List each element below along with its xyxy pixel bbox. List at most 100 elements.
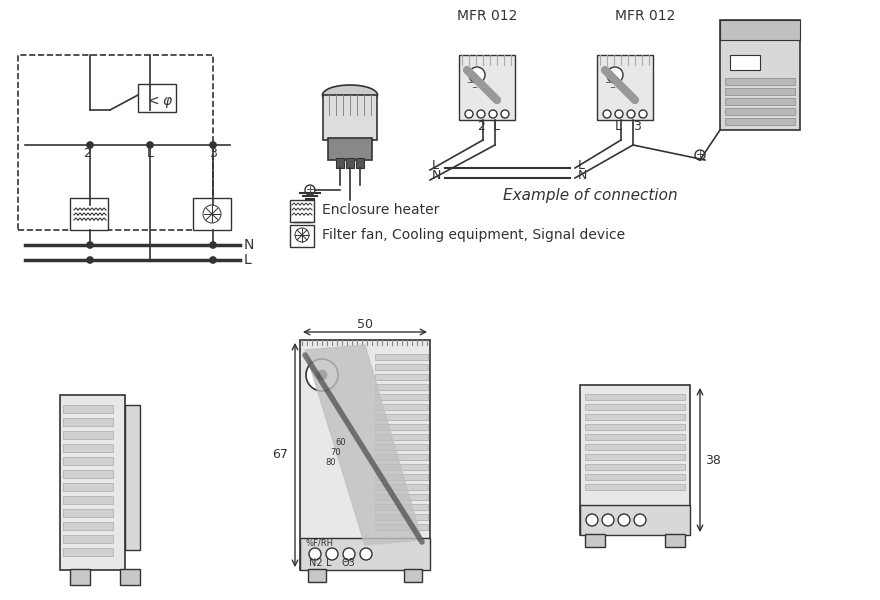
Text: MFR 012: MFR 012 xyxy=(457,9,517,23)
Bar xyxy=(356,158,364,168)
Text: Filter fan, Cooling equipment, Signal device: Filter fan, Cooling equipment, Signal de… xyxy=(322,228,625,242)
Bar xyxy=(375,504,428,510)
Bar xyxy=(375,474,428,480)
Circle shape xyxy=(477,110,485,118)
Text: 3: 3 xyxy=(209,147,217,160)
Bar xyxy=(375,414,428,420)
Text: 38: 38 xyxy=(705,454,721,467)
Text: L: L xyxy=(146,147,153,160)
Bar xyxy=(375,424,428,430)
Bar xyxy=(375,404,428,410)
Circle shape xyxy=(210,257,216,263)
Text: 67: 67 xyxy=(272,449,288,461)
Bar xyxy=(308,569,326,582)
Circle shape xyxy=(210,142,216,148)
Text: %F/RH: %F/RH xyxy=(305,538,333,547)
Text: L: L xyxy=(244,253,252,267)
Text: L: L xyxy=(326,558,332,568)
Text: Example of connection: Example of connection xyxy=(502,188,678,203)
Bar xyxy=(193,198,231,230)
Bar xyxy=(720,20,800,40)
Circle shape xyxy=(87,257,93,263)
Circle shape xyxy=(465,110,473,118)
Circle shape xyxy=(360,548,372,560)
Bar xyxy=(580,385,690,535)
Text: ─: ─ xyxy=(610,85,614,91)
Bar xyxy=(725,118,795,125)
Text: 2: 2 xyxy=(83,147,91,160)
Bar xyxy=(585,534,605,547)
Bar xyxy=(346,158,354,168)
Circle shape xyxy=(343,548,355,560)
Bar xyxy=(300,538,430,570)
Text: 80: 80 xyxy=(325,458,335,467)
Bar xyxy=(63,496,113,504)
Bar xyxy=(63,405,113,413)
Circle shape xyxy=(586,514,598,526)
Circle shape xyxy=(607,67,623,83)
Bar xyxy=(63,535,113,543)
Circle shape xyxy=(695,150,705,160)
Circle shape xyxy=(618,514,630,526)
Bar xyxy=(138,84,176,112)
Bar xyxy=(60,395,125,570)
Circle shape xyxy=(603,110,611,118)
Text: ─: ─ xyxy=(605,80,609,86)
Circle shape xyxy=(615,110,623,118)
Bar xyxy=(290,225,314,247)
Bar xyxy=(585,474,685,480)
Text: L: L xyxy=(493,120,500,133)
Bar xyxy=(725,78,795,85)
Text: +: + xyxy=(695,150,705,160)
Text: ─: ─ xyxy=(467,80,472,86)
Bar xyxy=(725,98,795,105)
Bar xyxy=(585,394,685,400)
Text: 70: 70 xyxy=(330,448,341,457)
Circle shape xyxy=(147,142,153,148)
Bar xyxy=(720,20,800,130)
Bar xyxy=(585,444,685,450)
Bar xyxy=(375,464,428,470)
Bar xyxy=(375,434,428,440)
Bar xyxy=(63,444,113,452)
Circle shape xyxy=(634,514,646,526)
Text: Enclosure heater: Enclosure heater xyxy=(322,203,439,217)
Bar xyxy=(63,431,113,439)
Bar xyxy=(580,505,690,535)
Text: N: N xyxy=(244,238,254,252)
Text: +: + xyxy=(305,185,315,195)
Bar xyxy=(70,198,108,230)
Bar xyxy=(63,470,113,478)
Bar xyxy=(459,55,515,120)
Text: Θ3: Θ3 xyxy=(342,558,356,568)
Bar xyxy=(585,484,685,490)
Text: L: L xyxy=(615,120,622,133)
Circle shape xyxy=(326,548,338,560)
Text: ─: ─ xyxy=(472,85,476,91)
Circle shape xyxy=(469,67,485,83)
Circle shape xyxy=(305,185,315,195)
Bar xyxy=(63,522,113,530)
Ellipse shape xyxy=(322,85,378,105)
Bar xyxy=(665,534,685,547)
Bar xyxy=(63,418,113,426)
Bar xyxy=(375,374,428,380)
Circle shape xyxy=(87,142,93,148)
Bar xyxy=(63,509,113,517)
Circle shape xyxy=(602,514,614,526)
Bar xyxy=(323,95,377,140)
Bar xyxy=(585,424,685,430)
Polygon shape xyxy=(305,345,422,545)
Bar xyxy=(597,55,653,120)
Bar xyxy=(375,394,428,400)
Bar xyxy=(585,414,685,420)
Bar xyxy=(63,483,113,491)
Bar xyxy=(63,548,113,556)
Bar xyxy=(290,200,314,222)
Text: 60: 60 xyxy=(335,438,346,447)
Circle shape xyxy=(309,548,321,560)
Text: MFR 012: MFR 012 xyxy=(615,9,675,23)
Bar xyxy=(375,384,428,390)
Bar xyxy=(125,405,140,550)
Circle shape xyxy=(639,110,647,118)
